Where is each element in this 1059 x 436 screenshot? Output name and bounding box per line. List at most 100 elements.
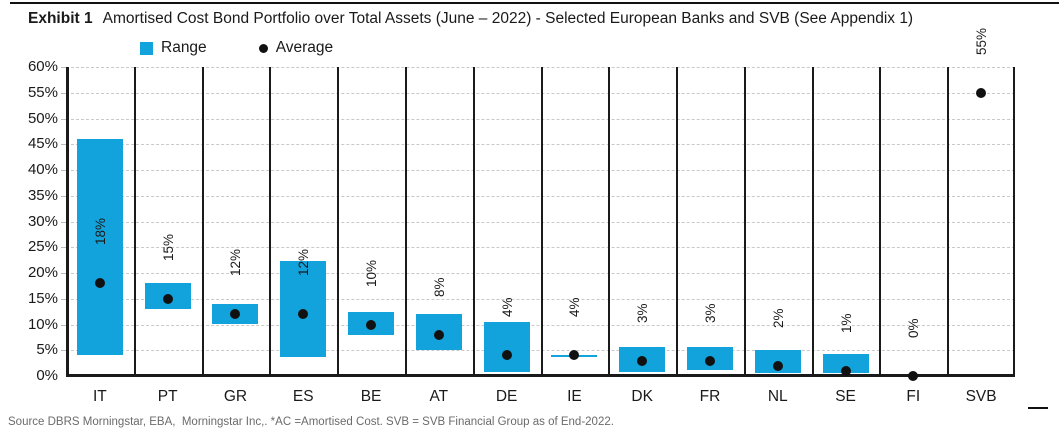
y-tick-mark [61, 118, 66, 120]
column-separator [201, 67, 204, 376]
y-tick-mark [61, 350, 66, 352]
y-tick-mark [61, 324, 66, 326]
header-rule [10, 2, 1059, 4]
chart-title-text: Amortised Cost Bond Portfolio over Total… [102, 10, 914, 27]
y-axis-label: 0% [36, 367, 58, 384]
y-tick-mark [61, 67, 66, 68]
x-axis-label: SVB [965, 388, 997, 405]
source-note: Source DBRS Morningstar, EBA, Morningsta… [8, 416, 614, 428]
x-axis-label: DE [495, 388, 518, 405]
average-value-label: 1% [838, 313, 854, 333]
average-value-label: 3% [702, 303, 718, 323]
average-value-label: 2% [770, 308, 786, 328]
exhibit-label: Exhibit 1 [28, 10, 93, 27]
y-axis-label: 15% [27, 289, 58, 307]
footer-dash [1028, 407, 1048, 409]
average-dot [637, 355, 648, 366]
x-axis-label: NL [767, 388, 788, 405]
range-bar [483, 321, 530, 373]
legend-average-label: Average [275, 39, 334, 56]
x-axis-label: FR [699, 388, 721, 405]
column-separator [947, 67, 950, 376]
y-axis-label: 25% [27, 238, 58, 256]
average-value-label: 4% [499, 297, 515, 318]
y-axis-label: 40% [27, 161, 58, 178]
y-axis-line [66, 67, 69, 376]
y-tick-mark [61, 92, 66, 94]
average-value-label: 4% [566, 297, 582, 318]
x-axis-label: FI [906, 388, 921, 405]
average-dot [230, 309, 241, 320]
average-dot [908, 371, 919, 381]
range-swatch-icon [140, 41, 153, 55]
x-axis-label: PT [157, 388, 178, 405]
column-separator [269, 67, 272, 376]
average-dot [94, 278, 105, 289]
x-axis-label: IT [93, 388, 107, 405]
x-axis-label: GR [223, 388, 248, 405]
column-separator [811, 67, 814, 376]
average-value-label: 18% [92, 218, 108, 246]
average-value-label: 12% [227, 249, 243, 277]
chart-title: Exhibit 1 Amortised Cost Bond Portfolio … [28, 9, 913, 29]
average-dot [840, 365, 851, 376]
x-axis-label: ES [292, 388, 314, 405]
x-axis-label: BE [360, 388, 382, 405]
column-separator [540, 67, 543, 376]
y-tick-mark [61, 195, 66, 197]
range-bar [822, 353, 869, 373]
plot-area: 18% 15% 12% 12% 10% 8% 4% 4% 3% 3% 2% 1% 0% 55% [66, 28, 1015, 381]
average-value-label: 8% [431, 277, 447, 297]
legend-item-average: Average [258, 39, 334, 57]
column-separator [472, 67, 475, 376]
y-tick-mark [61, 298, 66, 300]
average-value-label: 55% [973, 27, 989, 55]
y-tick-mark [61, 144, 66, 146]
column-separator [879, 67, 882, 376]
y-axis-label: 55% [27, 83, 58, 101]
column-separator [743, 67, 746, 376]
x-axis-label: IE [567, 388, 582, 405]
x-axis-label: AT [429, 388, 449, 405]
y-axis-label: 45% [27, 135, 58, 153]
column-separator [404, 67, 407, 376]
y-axis-label: 60% [27, 58, 58, 75]
average-dot [366, 319, 377, 330]
legend-item-range: Range [140, 39, 207, 57]
average-dot [976, 87, 987, 98]
column-separator [133, 67, 136, 376]
column-separator [608, 67, 611, 376]
range-bar [76, 139, 123, 356]
average-value-label: 0% [905, 318, 921, 338]
y-axis-label: 20% [27, 264, 58, 281]
y-axis-label: 10% [27, 315, 58, 333]
average-dot [704, 355, 715, 366]
average-dot [772, 360, 783, 371]
chart-legend: Range Average [140, 39, 333, 57]
y-tick-mark [61, 221, 66, 223]
legend-range-label: Range [161, 39, 207, 56]
average-value-label: 12% [295, 249, 311, 277]
plot-right-border [1013, 67, 1015, 376]
column-separator [676, 67, 679, 376]
y-axis-label: 35% [27, 186, 58, 204]
y-tick-mark [61, 170, 66, 171]
average-dot [298, 309, 309, 320]
average-dot [433, 329, 444, 340]
range-bar [280, 261, 327, 357]
y-tick-mark [61, 273, 66, 274]
y-axis-label: 50% [27, 109, 58, 127]
average-value-label: 10% [363, 259, 379, 287]
average-dot [162, 293, 173, 304]
column-separator [337, 67, 340, 376]
average-value-label: 3% [634, 303, 650, 323]
average-dot-icon [258, 43, 268, 53]
y-axis-label: 30% [27, 212, 58, 230]
x-axis-line [66, 374, 1015, 377]
average-dot [501, 350, 512, 361]
average-dot [569, 350, 580, 361]
average-value-label: 15% [160, 233, 176, 261]
x-axis-label: SE [835, 388, 856, 405]
x-axis-label: DK [631, 388, 653, 405]
